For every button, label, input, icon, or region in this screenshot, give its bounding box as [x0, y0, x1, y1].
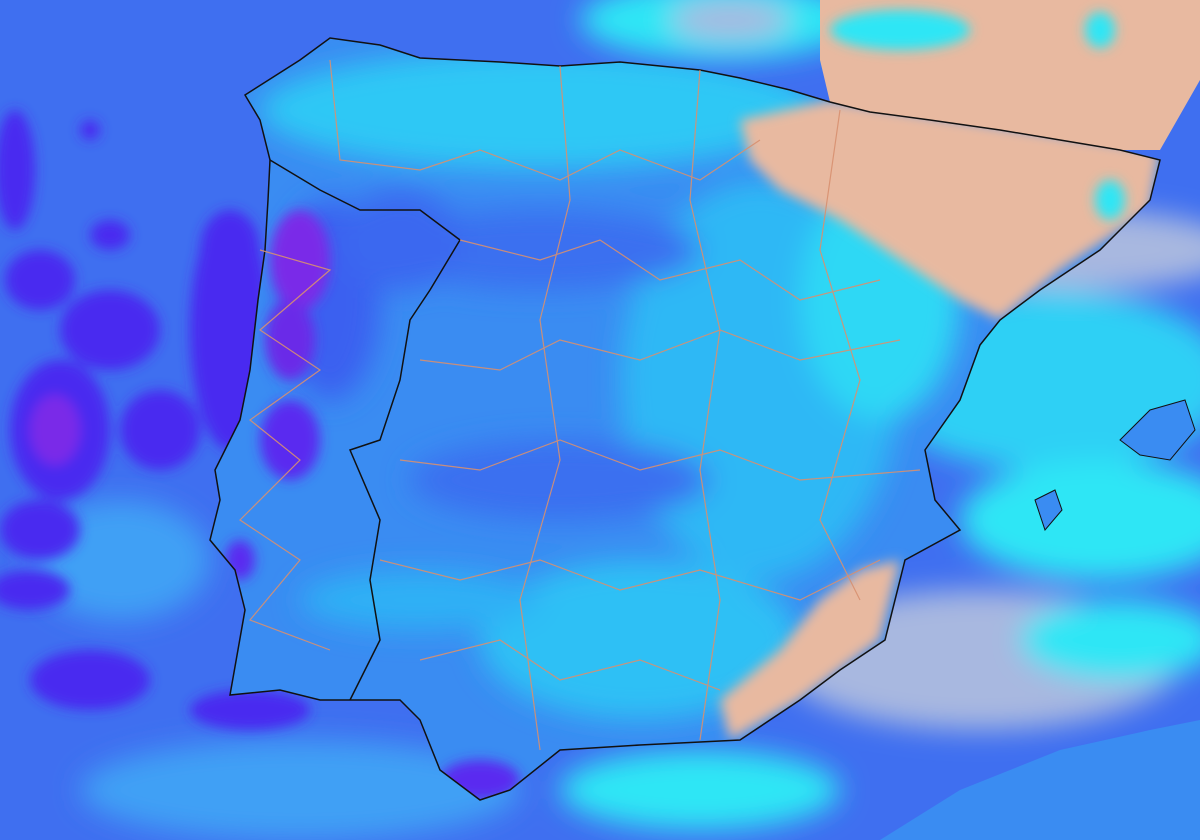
ibiza: [1034, 489, 1063, 531]
province-borders: [239, 59, 921, 751]
france-precipitation: [830, 10, 1125, 220]
mallorca: [1119, 399, 1196, 461]
heavy-precipitation-areas: [0, 110, 310, 730]
north-africa-land: [880, 720, 1200, 840]
dry-area-southeast: [720, 560, 900, 740]
spain-portugal-border: [269, 159, 461, 701]
dry-area-northeast: [740, 100, 1160, 320]
